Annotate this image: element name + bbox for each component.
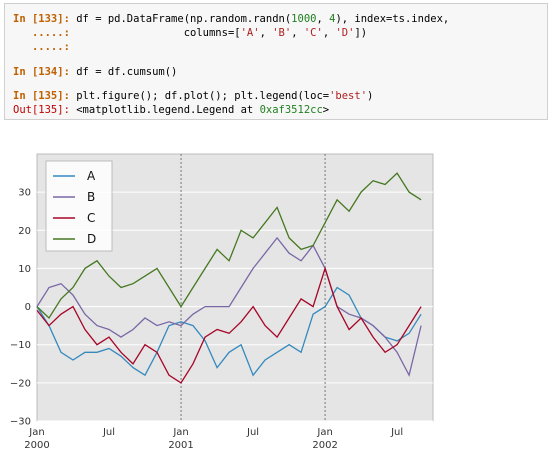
y-tick-label: −30: [10, 417, 31, 428]
legend-box: [45, 160, 113, 252]
y-tick-label: 10: [18, 264, 31, 275]
y-tick-label: −10: [10, 340, 31, 351]
code-string: 'best': [329, 90, 368, 102]
x-tick-year-label: 2002: [312, 440, 337, 451]
legend-label-C: C: [87, 211, 95, 225]
x-tick-label: Jul: [102, 427, 115, 438]
continuation-prompt: .....:: [13, 27, 70, 39]
series-line-B: [36, 236, 422, 378]
code-text: ): [367, 90, 374, 102]
code-text: ,: [316, 13, 330, 25]
x-tick-label: Jul: [246, 427, 259, 438]
code-number: 4: [329, 13, 336, 25]
series-line-A: [36, 286, 422, 377]
x-tick-year-label: 2000: [24, 440, 49, 451]
x-tick-label: Jan: [316, 427, 332, 438]
code-text: df = pd.DataFrame(np.random.randn(: [69, 13, 292, 25]
code-string: 'D': [335, 27, 355, 39]
code-number: 1000: [291, 13, 317, 25]
x-tick-year-label: 2001: [168, 440, 193, 451]
y-axis-ticks: 30 20 10 0 −10 −20 −30: [10, 188, 31, 428]
code-text: ,: [259, 27, 273, 39]
input-prompt: In [135]:: [13, 90, 70, 102]
y-tick-label: 0: [25, 302, 31, 313]
code-text: ,: [291, 27, 304, 39]
y-tick-label: 20: [18, 226, 31, 237]
input-prompt: In [133]:: [13, 13, 70, 25]
code-string: 'B': [272, 27, 292, 39]
code-line-134: In [134]: df = df.cumsum(): [13, 65, 177, 79]
x-tick-label: Jul: [390, 427, 403, 438]
code-text: df = df.cumsum(): [69, 66, 178, 78]
output-text: >: [322, 104, 330, 116]
code-text: ,: [322, 27, 336, 39]
legend-label-D: D: [87, 232, 96, 246]
code-line-133-cont2: .....:: [13, 40, 70, 54]
code-text: ), index=ts.index,: [335, 13, 450, 25]
legend-label-A: A: [87, 169, 96, 183]
code-text: plt.figure(); df.plot(); plt.legend(loc=: [69, 90, 330, 102]
grid-lines: [37, 154, 433, 422]
series-line-D: [36, 172, 422, 320]
output-number: 0xaf3512cc: [259, 104, 323, 116]
code-line-133-cont: .....: columns=['A', 'B', 'C', 'D']): [13, 26, 367, 40]
output-text: <matplotlib.legend.Legend at: [69, 104, 260, 116]
continuation-prompt: .....:: [13, 41, 70, 53]
output-line-135: Out[135]: <matplotlib.legend.Legend at 0…: [13, 103, 329, 117]
series-lines: [36, 172, 422, 384]
code-text: columns=[: [69, 27, 241, 39]
x-tick-label: Jan: [172, 427, 188, 438]
input-prompt: In [134]:: [13, 66, 70, 78]
y-tick-label: −20: [10, 378, 31, 389]
code-line-135: In [135]: plt.figure(); df.plot(); plt.l…: [13, 89, 373, 103]
code-line-133: In [133]: df = pd.DataFrame(np.random.ra…: [13, 12, 449, 26]
notebook-code-cell[interactable]: In [133]: df = pd.DataFrame(np.random.ra…: [4, 3, 548, 120]
output-prompt: Out[135]:: [13, 104, 70, 116]
x-axis-ticks: Jan 2000 Jul Jan 2001 Jul Jan 2002 Jul: [24, 427, 403, 451]
legend-label-B: B: [87, 190, 95, 204]
y-tick-label: 30: [18, 188, 31, 199]
code-string: 'A': [240, 27, 260, 39]
x-tick-label: Jan: [28, 427, 44, 438]
code-string: 'C': [303, 27, 323, 39]
code-text: ]): [354, 27, 368, 39]
series-line-C: [36, 266, 422, 384]
